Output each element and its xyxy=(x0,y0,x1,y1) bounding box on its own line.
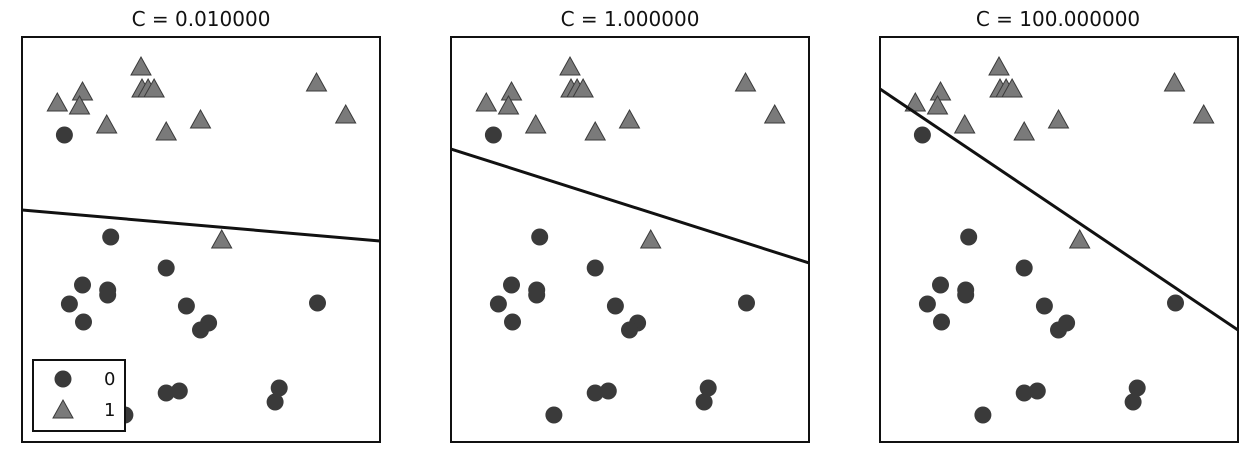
class-1-point xyxy=(68,94,91,115)
class-1-point xyxy=(1068,228,1091,249)
class-0-point xyxy=(75,313,92,331)
class-0-point xyxy=(699,379,717,397)
class-1-point xyxy=(497,94,520,115)
class-1-point xyxy=(639,228,662,249)
class-0-point xyxy=(270,379,288,397)
decision-boundary-line xyxy=(451,147,809,265)
plot-area xyxy=(880,55,1238,424)
class-1-point xyxy=(95,113,118,134)
class-0-point xyxy=(528,286,546,304)
class-1-point xyxy=(334,103,357,124)
plot-area xyxy=(22,55,380,424)
plot-area xyxy=(451,55,809,424)
legend-frame xyxy=(32,359,126,432)
class-0-point xyxy=(55,126,73,144)
class-1-point xyxy=(305,71,328,92)
class-1-point xyxy=(155,120,178,141)
legend: 0 1 xyxy=(32,359,126,432)
class-1-point xyxy=(953,113,976,134)
legend-marker-class-1 xyxy=(52,398,74,419)
class-1-point xyxy=(584,120,607,141)
class-0-point xyxy=(60,295,78,313)
class-1-point xyxy=(1163,71,1186,92)
class-1-point xyxy=(1192,103,1215,124)
plot-frame xyxy=(879,36,1239,443)
panel-title: C = 1.000000 xyxy=(561,7,700,31)
class-0-point xyxy=(695,393,713,411)
class-1-point xyxy=(763,103,786,124)
class-0-point xyxy=(157,259,175,277)
class-0-point xyxy=(99,286,117,304)
class-0-point xyxy=(918,295,936,313)
class-0-point xyxy=(1015,384,1033,402)
class-0-point xyxy=(1015,259,1033,277)
class-0-point xyxy=(932,276,949,294)
class-0-point xyxy=(503,276,520,294)
class-1-point xyxy=(71,80,94,101)
class-0-point xyxy=(606,297,624,315)
panel-c-100: C = 100.000000 xyxy=(879,7,1239,443)
class-1-point xyxy=(1001,77,1023,98)
class-1-point xyxy=(143,77,165,98)
plot-frame xyxy=(450,36,810,443)
class-0-point xyxy=(545,406,563,424)
class-1-point xyxy=(500,80,523,101)
class-1-point xyxy=(929,80,952,101)
class-0-point xyxy=(1035,297,1053,315)
class-0-point xyxy=(586,259,604,277)
class-1-point xyxy=(46,91,69,112)
class-0-point xyxy=(957,286,975,304)
class-0-point xyxy=(531,228,549,246)
class-1-point xyxy=(210,228,233,249)
legend-marker-class-0 xyxy=(54,370,72,388)
class-0-point xyxy=(960,228,978,246)
class-0-point xyxy=(157,384,175,402)
decision-boundary-line xyxy=(880,87,1238,332)
panel-title: C = 0.010000 xyxy=(132,7,271,31)
legend-label-class-1: 1 xyxy=(104,400,115,421)
class-0-point xyxy=(586,384,604,402)
decision-boundary-line xyxy=(22,208,380,243)
legend-label-class-0: 0 xyxy=(104,369,115,390)
class-1-point xyxy=(475,91,498,112)
class-1-point xyxy=(572,77,594,98)
class-1-point xyxy=(618,108,641,129)
class-0-point xyxy=(1167,294,1184,312)
panel-title: C = 100.000000 xyxy=(976,7,1140,31)
panel-c-0-01: C = 0.010000 xyxy=(21,7,381,443)
class-0-point xyxy=(1128,379,1146,397)
panel-c-1: C = 1.000000 xyxy=(450,7,810,443)
class-1-point xyxy=(559,55,581,76)
class-1-point xyxy=(1013,120,1036,141)
class-0-point xyxy=(177,297,195,315)
class-1-point xyxy=(130,55,152,76)
class-0-point xyxy=(933,313,950,331)
class-0-point xyxy=(489,295,507,313)
class-1-point xyxy=(734,71,757,92)
class-1-point xyxy=(1047,108,1070,129)
class-0-point xyxy=(504,313,521,331)
class-0-point xyxy=(170,382,188,400)
class-0-point xyxy=(309,294,326,312)
class-1-point xyxy=(189,108,212,129)
class-1-point xyxy=(926,94,949,115)
class-0-point xyxy=(192,321,209,339)
class-0-point xyxy=(484,126,502,144)
class-0-point xyxy=(266,393,284,411)
class-0-point xyxy=(102,228,120,246)
class-1-point xyxy=(988,55,1010,76)
class-1-point xyxy=(524,113,547,134)
class-0-point xyxy=(974,406,992,424)
class-0-point xyxy=(1124,393,1142,411)
class-0-point xyxy=(74,276,91,294)
class-0-point xyxy=(738,294,755,312)
class-0-point xyxy=(1050,321,1067,339)
class-0-point xyxy=(599,382,617,400)
class-0-point xyxy=(621,321,638,339)
class-0-point xyxy=(1028,382,1046,400)
plot-frame xyxy=(21,36,381,443)
class-0-point xyxy=(913,126,931,144)
